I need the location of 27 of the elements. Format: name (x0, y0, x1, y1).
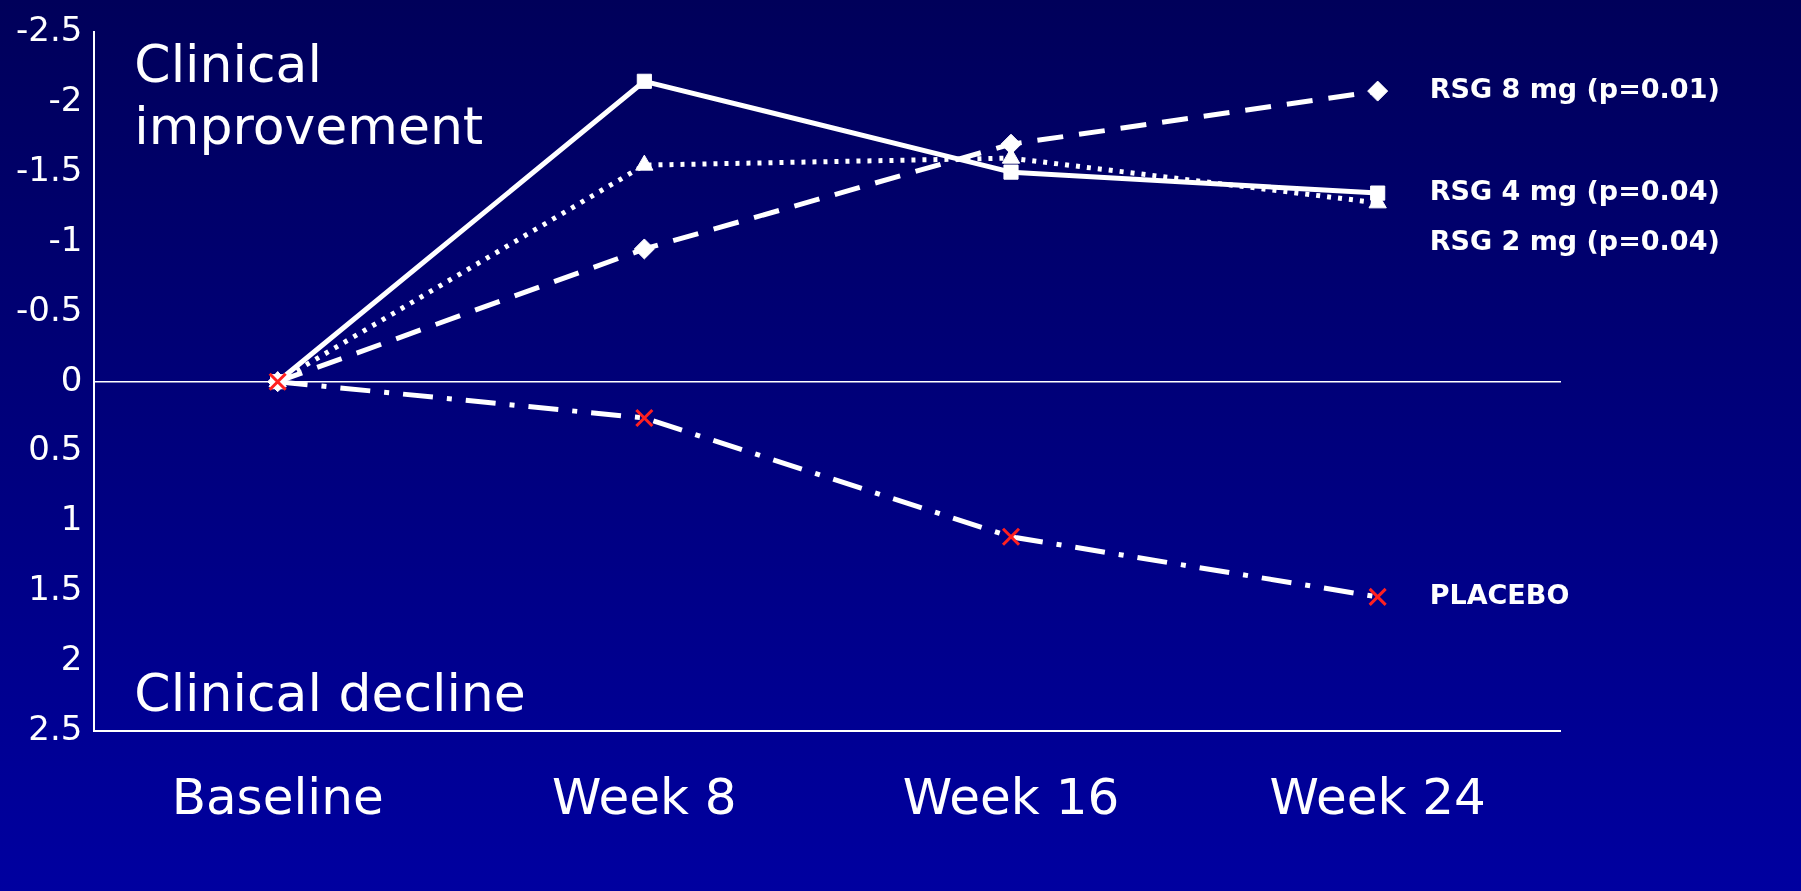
point (1370, 185, 1386, 201)
annotation: Clinical decline (134, 662, 526, 723)
y-tick-label: -2.5 (16, 9, 83, 50)
series-label: RSG 2 mg (p=0.04) (1429, 225, 1720, 257)
y-tick-label: 1 (60, 498, 83, 539)
x-tick-label: Week 8 (551, 767, 737, 826)
x-tick-label: Week 16 (902, 767, 1120, 826)
point (1367, 80, 1389, 102)
point (1000, 133, 1022, 155)
point (636, 73, 652, 89)
point (633, 238, 655, 260)
y-tick-label: -1 (48, 218, 83, 259)
y-tick-label: 2 (60, 637, 83, 678)
y-tick-label: 0 (60, 358, 83, 399)
y-tick-label: 1.5 (28, 568, 83, 609)
series-label: PLACEBO (1429, 578, 1570, 610)
series-label: RSG 4 mg (p=0.04) (1429, 175, 1720, 207)
point (1003, 164, 1019, 180)
y-tick-label: -2 (48, 79, 83, 120)
y-tick-label: 0.5 (28, 428, 83, 469)
series-label: RSG 8 mg (p=0.01) (1429, 73, 1720, 105)
y-tick-label: -1.5 (16, 148, 83, 189)
x-tick-label: Baseline (171, 767, 384, 826)
y-tick-label: -0.5 (16, 288, 83, 329)
x-tick-label: Week 24 (1269, 767, 1486, 826)
y-tick-label: 2.5 (28, 707, 83, 748)
annotation: Clinical improvement (134, 33, 484, 156)
